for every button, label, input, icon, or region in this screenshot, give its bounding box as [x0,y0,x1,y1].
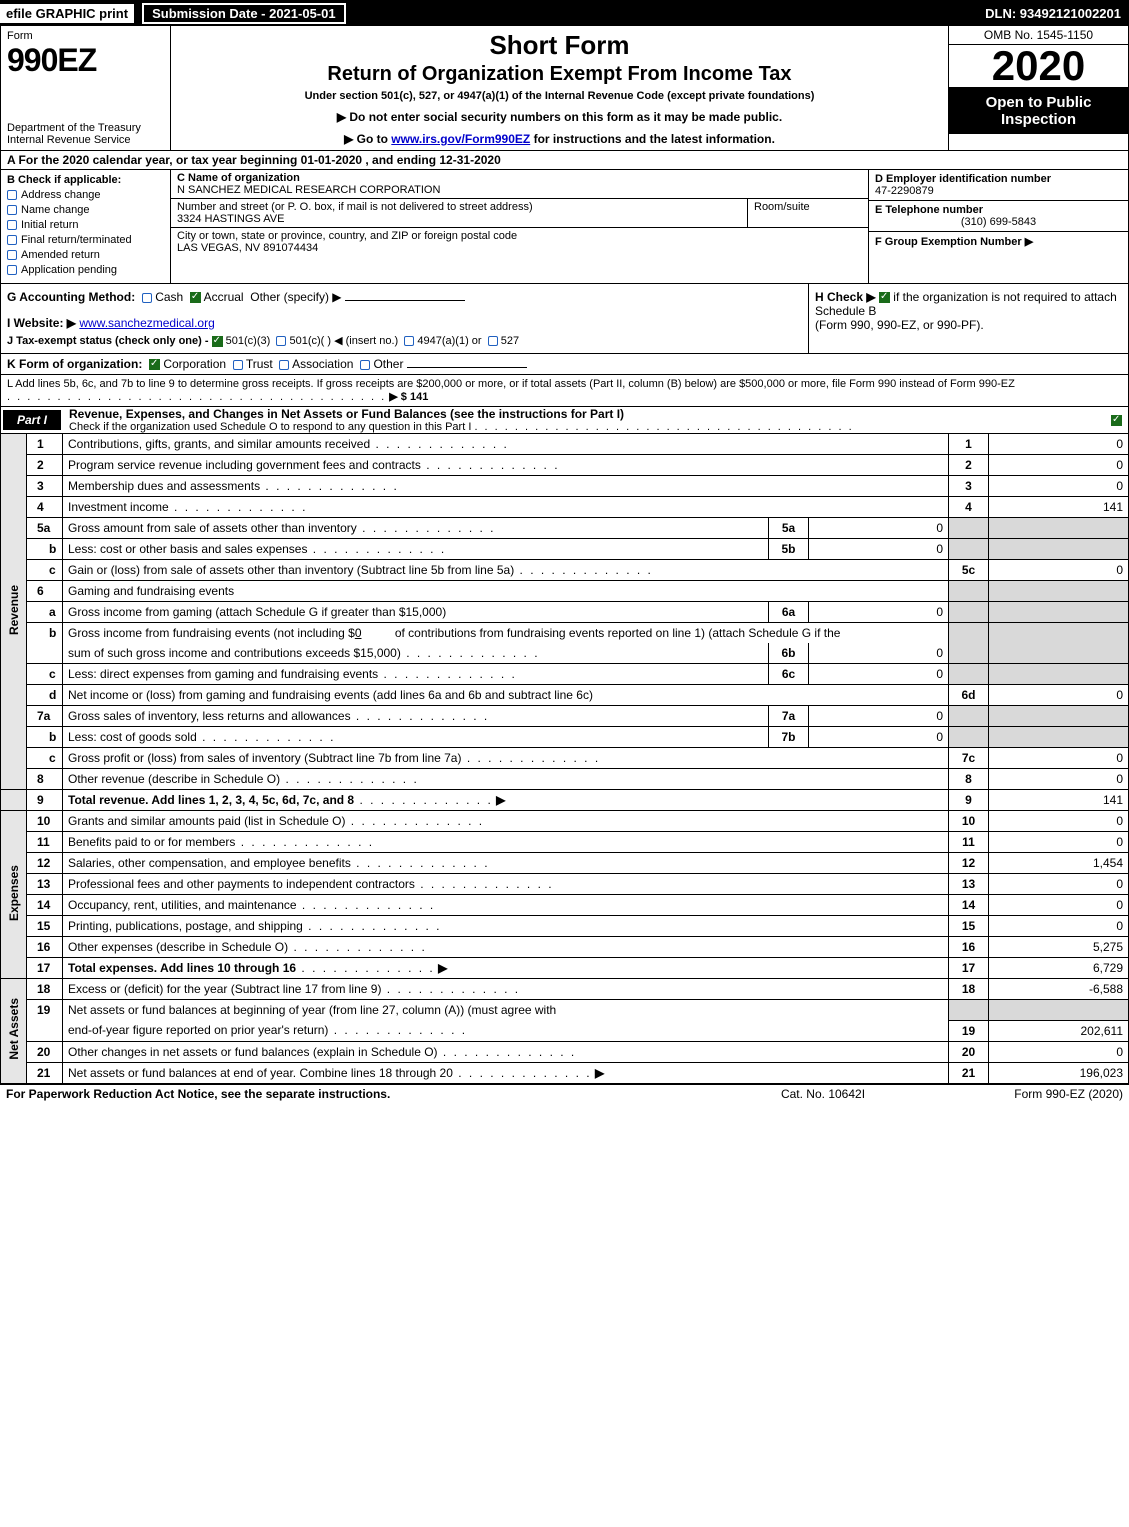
chk-accrual[interactable] [190,292,201,303]
row-7a: 7a Gross sales of inventory, less return… [1,706,1129,727]
row-6b-1: b Gross income from fundraising events (… [1,623,1129,644]
row-19b: end-of-year figure reported on prior yea… [1,1020,1129,1041]
title-short-form: Short Form [179,30,940,61]
irs-link[interactable]: www.irs.gov/Form990EZ [391,132,530,146]
row-1: Revenue 1 Contributions, gifts, grants, … [1,434,1129,455]
ssn-warning: ▶ Do not enter social security numbers o… [179,110,940,124]
row-12: 12 Salaries, other compensation, and emp… [1,853,1129,874]
group-exemption: F Group Exemption Number ▶ [875,236,1033,248]
part1-header: Part I Revenue, Expenses, and Changes in… [0,407,1129,434]
goto-link-row: ▶ Go to www.irs.gov/Form990EZ for instru… [179,132,940,146]
row-16: 16 Other expenses (describe in Schedule … [1,937,1129,958]
row-8: 8 Other revenue (describe in Schedule O)… [1,769,1129,790]
chk-4947[interactable] [404,336,414,346]
chk-trust[interactable] [233,360,243,370]
part1-tab: Part I [3,410,61,430]
chk-501c[interactable] [276,336,286,346]
row-6c: c Less: direct expenses from gaming and … [1,664,1129,685]
chk-amended-return[interactable] [7,250,17,260]
row-18: Net Assets 18 Excess or (deficit) for th… [1,979,1129,1000]
chk-cash[interactable] [142,293,152,303]
chk-initial-return[interactable] [7,220,17,230]
tax-year: 2020 [949,45,1128,88]
ein: 47-2290879 [875,185,934,197]
chk-501c3[interactable] [212,336,223,347]
chk-schedule-o-part1[interactable] [1111,415,1122,426]
website-link[interactable]: www.sanchezmedical.org [79,316,214,330]
paperwork-notice: For Paperwork Reduction Act Notice, see … [6,1087,723,1101]
phone: (310) 699-5843 [875,216,1122,228]
row-9: 9 Total revenue. Add lines 1, 2, 3, 4, 5… [1,790,1129,811]
header-center: Short Form Return of Organization Exempt… [171,26,948,150]
row-5c: c Gain or (loss) from sale of assets oth… [1,560,1129,581]
form-ref: Form 990-EZ (2020) [923,1087,1123,1101]
row-5a: 5a Gross amount from sale of assets othe… [1,518,1129,539]
row-6: 6 Gaming and fundraising events [1,581,1129,602]
row-19a: 19 Net assets or fund balances at beginn… [1,1000,1129,1021]
entity-block: B Check if applicable: Address change Na… [0,170,1129,284]
section-c: C Name of organization N SANCHEZ MEDICAL… [171,170,868,283]
dept-treasury: Department of the Treasury Internal Reve… [7,122,164,146]
submission-date: Submission Date - 2021-05-01 [142,3,346,24]
row-3: 3 Membership dues and assessments 3 0 [1,476,1129,497]
chk-schedule-b[interactable] [879,292,890,303]
cat-no: Cat. No. 10642I [723,1087,923,1101]
other-specify-input[interactable] [345,300,465,301]
org-name: N SANCHEZ MEDICAL RESEARCH CORPORATION [177,184,440,196]
chk-527[interactable] [488,336,498,346]
section-def: D Employer identification number 47-2290… [868,170,1128,283]
row-15: 15 Printing, publications, postage, and … [1,916,1129,937]
row-20: 20 Other changes in net assets or fund b… [1,1041,1129,1062]
chk-final-return[interactable] [7,235,17,245]
top-bar: efile GRAPHIC print Submission Date - 20… [0,0,1129,26]
form-word: Form [7,30,164,42]
open-inspection: Open to Public Inspection [949,88,1128,134]
org-city: LAS VEGAS, NV 891074434 [177,242,318,254]
row-21: 21 Net assets or fund balances at end of… [1,1062,1129,1083]
subtitle: Under section 501(c), 527, or 4947(a)(1)… [179,90,940,102]
row-7b: b Less: cost of goods sold 7b 0 [1,727,1129,748]
row-6d: d Net income or (loss) from gaming and f… [1,685,1129,706]
gross-receipts-value: ▶ $ 141 [389,391,428,403]
row-6a: a Gross income from gaming (attach Sched… [1,602,1129,623]
row-11: 11 Benefits paid to or for members 11 0 [1,832,1129,853]
header-left: Form 990EZ Department of the Treasury In… [1,26,171,150]
row-2: 2 Program service revenue including gove… [1,455,1129,476]
line-l: L Add lines 5b, 6c, and 7b to line 9 to … [0,375,1129,407]
row-7c: c Gross profit or (loss) from sales of i… [1,748,1129,769]
form-header: Form 990EZ Department of the Treasury In… [0,26,1129,151]
row-10: Expenses 10 Grants and similar amounts p… [1,811,1129,832]
efile-label[interactable]: efile GRAPHIC print [0,4,134,23]
title-return: Return of Organization Exempt From Incom… [179,63,940,86]
line-k: K Form of organization: Corporation Trus… [0,354,1129,375]
gh-row: G Accounting Method: Cash Accrual Other … [0,284,1129,354]
section-h: H Check ▶ if the organization is not req… [808,284,1128,353]
section-b: B Check if applicable: Address change Na… [1,170,171,283]
chk-other-org[interactable] [360,360,370,370]
other-org-input[interactable] [407,367,527,368]
chk-name-change[interactable] [7,205,17,215]
row-5b: b Less: cost or other basis and sales ex… [1,539,1129,560]
chk-address-change[interactable] [7,190,17,200]
chk-application-pending[interactable] [7,265,17,275]
line-a: A For the 2020 calendar year, or tax yea… [0,151,1129,170]
org-address: 3324 HASTINGS AVE [177,213,284,225]
form-number: 990EZ [7,42,164,79]
row-4: 4 Investment income 4 141 [1,497,1129,518]
header-right: OMB No. 1545-1150 2020 Open to Public In… [948,26,1128,150]
row-13: 13 Professional fees and other payments … [1,874,1129,895]
row-14: 14 Occupancy, rent, utilities, and maint… [1,895,1129,916]
page-footer: For Paperwork Reduction Act Notice, see … [0,1084,1129,1103]
dln: DLN: 93492121002201 [985,6,1129,21]
part1-table: Revenue 1 Contributions, gifts, grants, … [0,434,1129,1084]
chk-corporation[interactable] [149,359,160,370]
row-17: 17 Total expenses. Add lines 10 through … [1,958,1129,979]
chk-association[interactable] [279,360,289,370]
